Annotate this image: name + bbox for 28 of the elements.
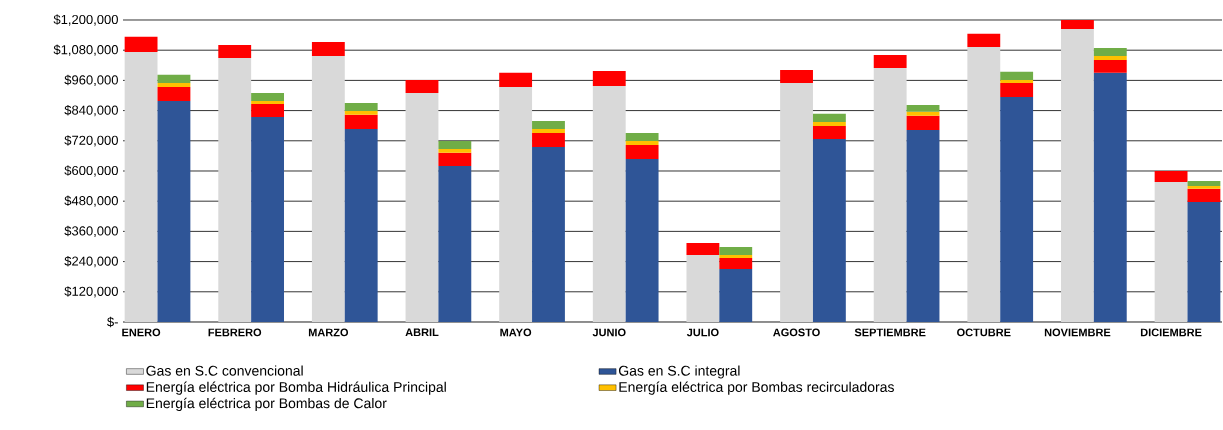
legend-label: Energía eléctrica por Bombas de Calor (146, 397, 387, 412)
y-tick-label: $960,000 (64, 74, 118, 87)
y-tick-label: $480,000 (64, 195, 118, 207)
y-tick-label: $120,000 (64, 286, 118, 298)
legend-label: Gas en S.C convencional (146, 365, 303, 376)
x-tick-label: DICIEMBRE (1140, 328, 1202, 337)
x-tick-label: ABRIL (405, 328, 439, 337)
legend-label: Gas en S.C integral (618, 365, 740, 379)
x-tick-label: JULIO (686, 328, 719, 337)
x-tick-label: MARZO (308, 328, 349, 337)
x-tick-label: AGOSTO (773, 328, 820, 337)
y-tick-label: $1,080,000 (53, 44, 118, 56)
y-tick-label: $- (107, 316, 118, 328)
y-tick-label: $840,000 (64, 104, 118, 117)
y-tick-label: $600,000 (64, 165, 118, 177)
x-tick-label: NOVIEMBRE (1044, 328, 1111, 337)
legend-label: Energía eléctrica por Bombas recirculadoras (619, 381, 894, 395)
x-tick-label: SEPTIEMBRE (854, 328, 926, 337)
x-tick-label: ENERO (122, 328, 161, 337)
y-tick-label: $720,000 (64, 135, 118, 147)
x-tick-label: OCTUBRE (957, 328, 1011, 337)
y-tick-label: $1,200,000 (53, 14, 118, 26)
legend-label: Energía eléctrica por Bomba Hidráulica Principal (146, 381, 446, 395)
x-tick-label: FEBRERO (208, 328, 262, 337)
x-tick-label: JUNIO (592, 328, 626, 337)
y-tick-label: $240,000 (64, 255, 118, 268)
x-tick-label: MAYO (500, 328, 532, 337)
y-tick-label: $360,000 (64, 225, 118, 238)
